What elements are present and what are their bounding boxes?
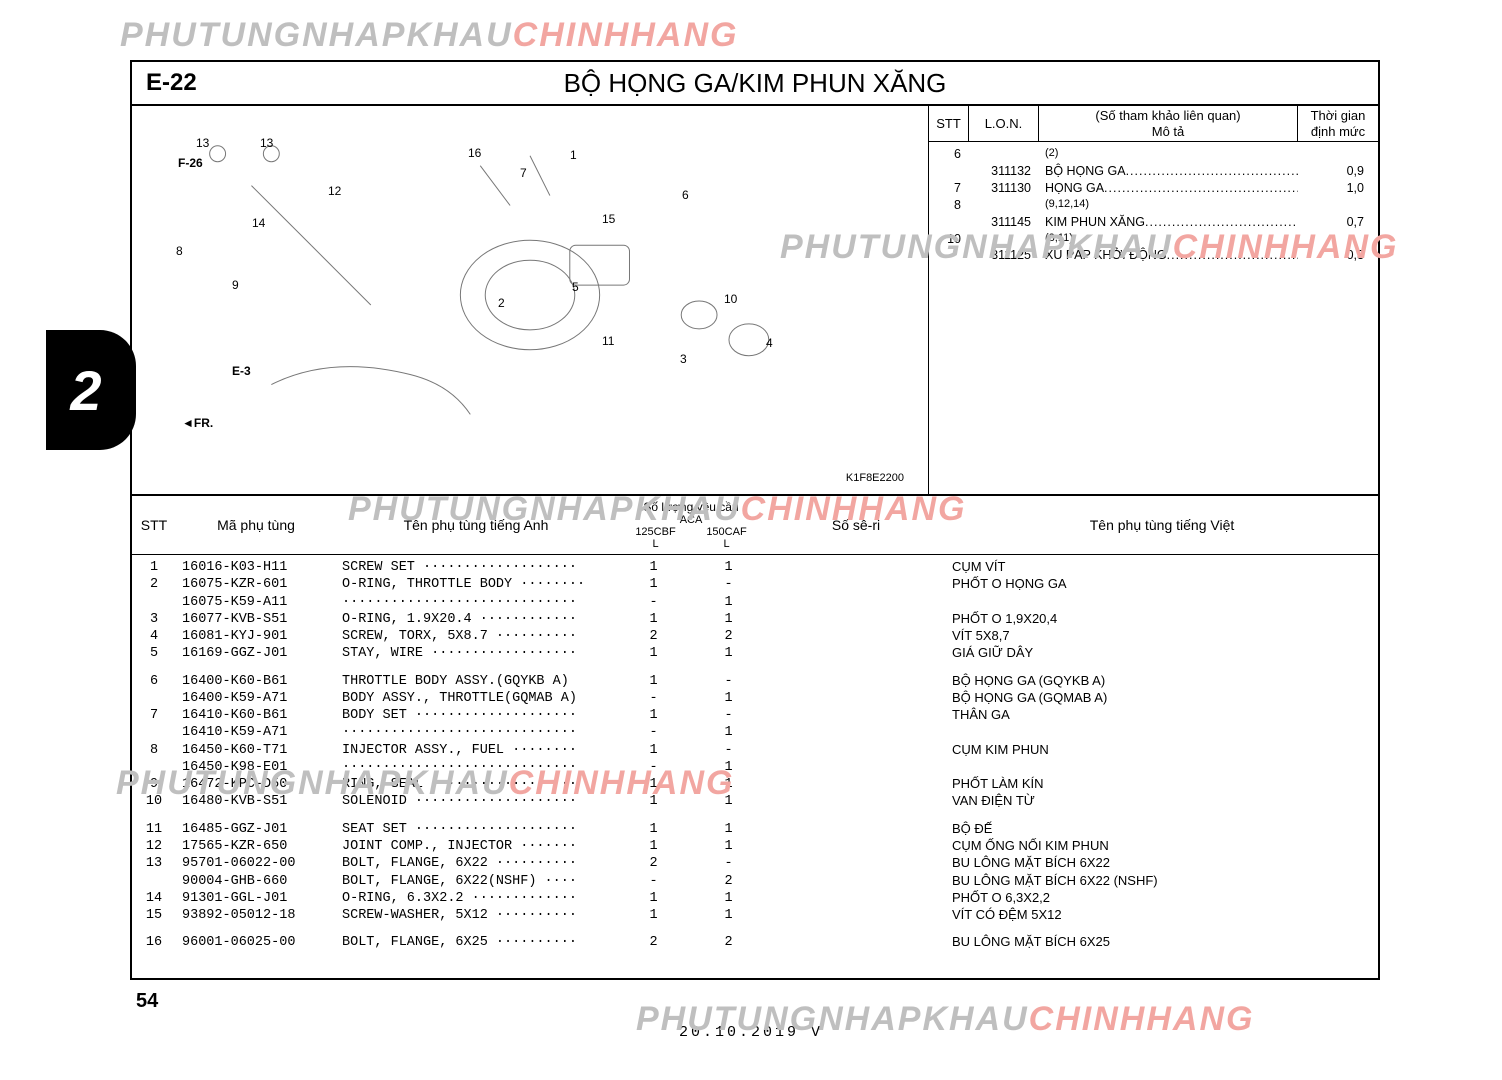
reference-table: STT L.O.N. (Số tham khảo liên quan) Mô t… — [928, 106, 1378, 494]
diagram-callout: 15 — [602, 212, 615, 226]
parts-row: 90004-GHB-660BOLT, FLANGE, 6X22(NSHF) ··… — [132, 873, 1378, 890]
parts-row: 1696001-06025-00BOLT, FLANGE, 6X25 ·····… — [132, 934, 1378, 951]
ref-col-desc: (Số tham khảo liên quan) Mô tả — [1039, 106, 1298, 141]
diagram-callout: ◄FR. — [182, 416, 213, 430]
parts-row: 16450-K98-E01···························… — [132, 759, 1378, 776]
ref-row: 311125XU PÁP KHỞI ĐỘNG0,3 — [929, 247, 1378, 264]
parts-row: 416081-KYJ-901SCREW, TORX, 5X8.7 ·······… — [132, 628, 1378, 645]
ref-col-stt: STT — [929, 106, 969, 141]
page-frame: E-22 BỘ HỌNG GA/KIM PHUN XĂNG — [130, 60, 1380, 980]
diagram-svg — [132, 106, 928, 494]
ref-row: 10(3,11) — [929, 231, 1378, 248]
ref-table-body: 6(2)311132BỘ HỌNG GA0,97311130HỌNG GA1,0… — [929, 142, 1378, 268]
exploded-diagram: 1313F-26121489167161525111034E-3◄FR. K1F… — [132, 106, 928, 494]
section-tab: 2 — [46, 330, 136, 450]
parts-row: 1593892-05012-18SCREW-WASHER, 5X12 ·····… — [132, 907, 1378, 924]
parts-col-partno: Mã phụ tùng — [176, 496, 336, 554]
diagram-callout: 2 — [498, 296, 505, 310]
diagram-callout: 10 — [724, 292, 737, 306]
diagram-callout: 14 — [252, 216, 265, 230]
diagram-callout: 8 — [176, 244, 183, 258]
page-header: E-22 BỘ HỌNG GA/KIM PHUN XĂNG — [132, 62, 1378, 106]
diagram-callout: 11 — [602, 334, 614, 348]
diagram-callout: F-26 — [178, 156, 203, 170]
diagram-callout: 3 — [680, 352, 687, 366]
parts-row: 716410-K60-B61BODY SET ·················… — [132, 707, 1378, 724]
upper-panel: 1313F-26121489167161525111034E-3◄FR. K1F… — [132, 106, 1378, 496]
parts-table-header: STT Mã phụ tùng Tên phụ tùng tiếng Anh S… — [132, 496, 1378, 555]
ref-row: 8(9,12,14) — [929, 197, 1378, 214]
parts-row: 16410-K59-A71···························… — [132, 724, 1378, 741]
parts-col-qty: Số lượng yêu cầu ACA 125CBFL 150CAFL — [616, 496, 766, 554]
diagram-callout: 7 — [520, 166, 527, 180]
parts-row: 16400-K59-A71BODY ASSY., THROTTLE(GQMAB … — [132, 690, 1378, 707]
parts-table-body: 116016-K03-H11SCREW SET ················… — [132, 555, 1378, 960]
parts-row: 1491301-GGL-J01O-RING, 6.3X2.2 ·········… — [132, 890, 1378, 907]
diagram-callout: 12 — [328, 184, 341, 198]
ref-row: 311132BỘ HỌNG GA0,9 — [929, 163, 1378, 180]
section-tab-number: 2 — [70, 358, 111, 423]
ref-row: 6(2) — [929, 146, 1378, 163]
page-number: 54 — [136, 990, 158, 1013]
diagram-callout: 6 — [682, 188, 689, 202]
diagram-callout: 1 — [570, 148, 577, 162]
footer-date: 20.10.2019 V — [0, 1024, 1502, 1041]
parts-row: 116016-K03-H11SCREW SET ················… — [132, 559, 1378, 576]
parts-row: 516169-GGZ-J01STAY, WIRE ···············… — [132, 645, 1378, 662]
section-title: BỘ HỌNG GA/KIM PHUN XĂNG — [272, 68, 1378, 99]
parts-col-stt: STT — [132, 496, 176, 554]
diagram-callout: 5 — [572, 280, 579, 294]
parts-row: 1116485-GGZ-J01SEAT SET ················… — [132, 821, 1378, 838]
ref-row: 7311130HỌNG GA1,0 — [929, 180, 1378, 197]
ref-table-header: STT L.O.N. (Số tham khảo liên quan) Mô t… — [929, 106, 1378, 142]
parts-row: 916472-KPC-D50RING, SEAL ···············… — [132, 776, 1378, 793]
parts-row: 616400-K60-B61THROTTLE BODY ASSY.(GQYKB … — [132, 673, 1378, 690]
parts-row: 816450-K60-T71INJECTOR ASSY., FUEL ·····… — [132, 742, 1378, 759]
parts-row: 216075-KZR-601O-RING, THROTTLE BODY ····… — [132, 576, 1378, 593]
watermark: PHUTUNGNHAPKHAUCHINHHANG — [120, 16, 738, 55]
parts-row: 1395701-06022-00BOLT, FLANGE, 6X22 ·····… — [132, 855, 1378, 872]
diagram-callout: 13 — [260, 136, 273, 150]
parts-row: 316077-KVB-S51O-RING, 1.9X20.4 ·········… — [132, 611, 1378, 628]
section-code: E-22 — [132, 69, 272, 97]
ref-row: 311145KIM PHUN XĂNG0,7 — [929, 214, 1378, 231]
diagram-callout: E-3 — [232, 364, 251, 378]
diagram-callout: 9 — [232, 278, 239, 292]
ref-col-time: Thời gian định mức — [1298, 106, 1378, 141]
parts-col-english: Tên phụ tùng tiếng Anh — [336, 496, 616, 554]
parts-col-serial: Số sê-ri — [766, 496, 946, 554]
diagram-callout: 16 — [468, 146, 481, 160]
diagram-callout: 13 — [196, 136, 209, 150]
parts-row: 1016480-KVB-S51SOLENOID ················… — [132, 793, 1378, 810]
ref-col-lon: L.O.N. — [969, 106, 1039, 141]
diagram-code: K1F8E2200 — [846, 472, 904, 484]
parts-row: 1217565-KZR-650JOINT COMP., INJECTOR ···… — [132, 838, 1378, 855]
diagram-callout: 4 — [766, 336, 773, 350]
parts-row: 16075-K59-A11···························… — [132, 594, 1378, 611]
parts-col-vietnamese: Tên phụ tùng tiếng Việt — [946, 496, 1378, 554]
